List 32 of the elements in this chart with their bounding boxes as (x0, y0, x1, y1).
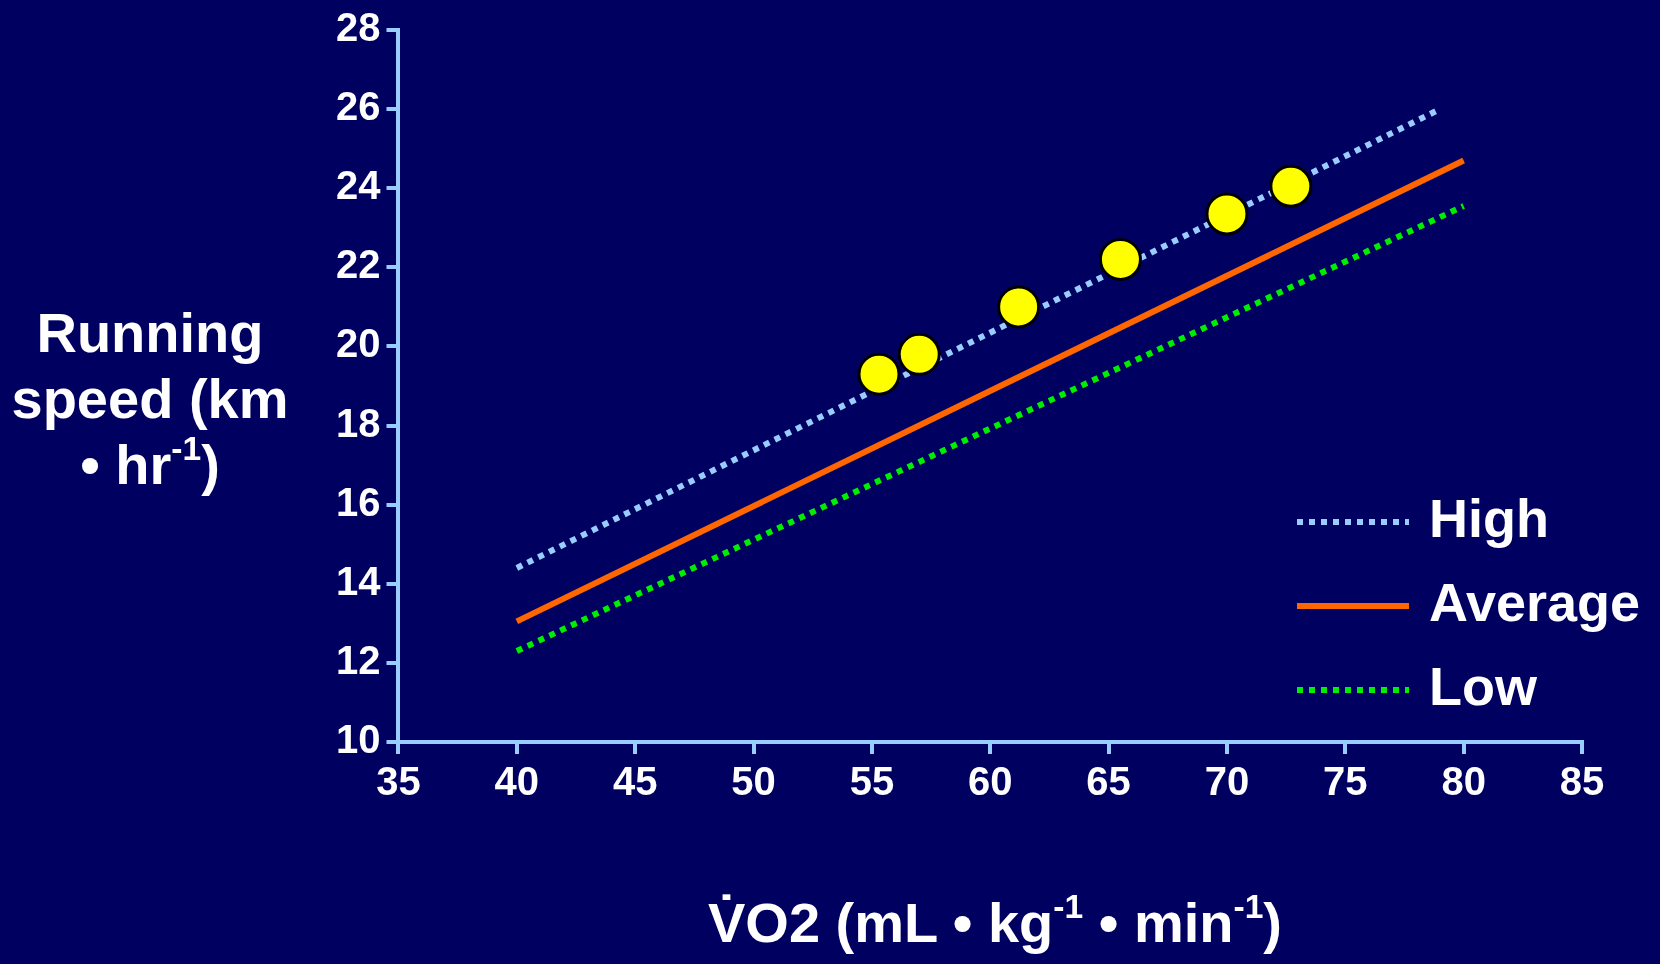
x-tick-label: 45 (612, 759, 658, 804)
y-tick-label: 12 (335, 637, 381, 682)
x-tick-label: 40 (494, 759, 540, 804)
x-tick-label: 75 (1323, 759, 1368, 804)
y-tick-label: 18 (335, 400, 381, 445)
point (1269, 164, 1313, 208)
y-tick-label: 14 (335, 558, 382, 603)
legend-label: High (1429, 487, 1549, 548)
x-axis-title: V̇O2 (mL • kg$^{-1}$ • min$^{-1}$) (707, 888, 1283, 956)
y-axis-title: Running speed (km • hr$^{-1}$) (10, 300, 290, 498)
legend-label: Average (1429, 571, 1641, 632)
y-tick-label: 28 (335, 5, 381, 50)
x-tick-label: 35 (376, 759, 421, 804)
x-tick-label: 70 (1204, 759, 1250, 804)
y-tick-label: 16 (335, 479, 381, 524)
y-tick-label: 24 (335, 163, 382, 208)
y-tick-label: 20 (335, 321, 381, 366)
y-tick-label: 10 (335, 717, 381, 762)
x-tick-label: 50 (731, 759, 776, 804)
point (897, 332, 941, 376)
x-tick-label: 80 (1441, 759, 1486, 804)
point (1098, 237, 1142, 281)
y-tick-label: 22 (335, 242, 381, 287)
point (857, 352, 901, 396)
x-tick-label: 65 (1086, 759, 1131, 804)
x-tick-label: 55 (849, 759, 895, 804)
y-tick-label: 26 (335, 84, 381, 129)
point (997, 285, 1041, 329)
legend-label: Low (1429, 655, 1538, 716)
point (1205, 192, 1249, 236)
x-tick-label: 85 (1559, 759, 1605, 804)
x-tick-label: 60 (968, 759, 1013, 804)
